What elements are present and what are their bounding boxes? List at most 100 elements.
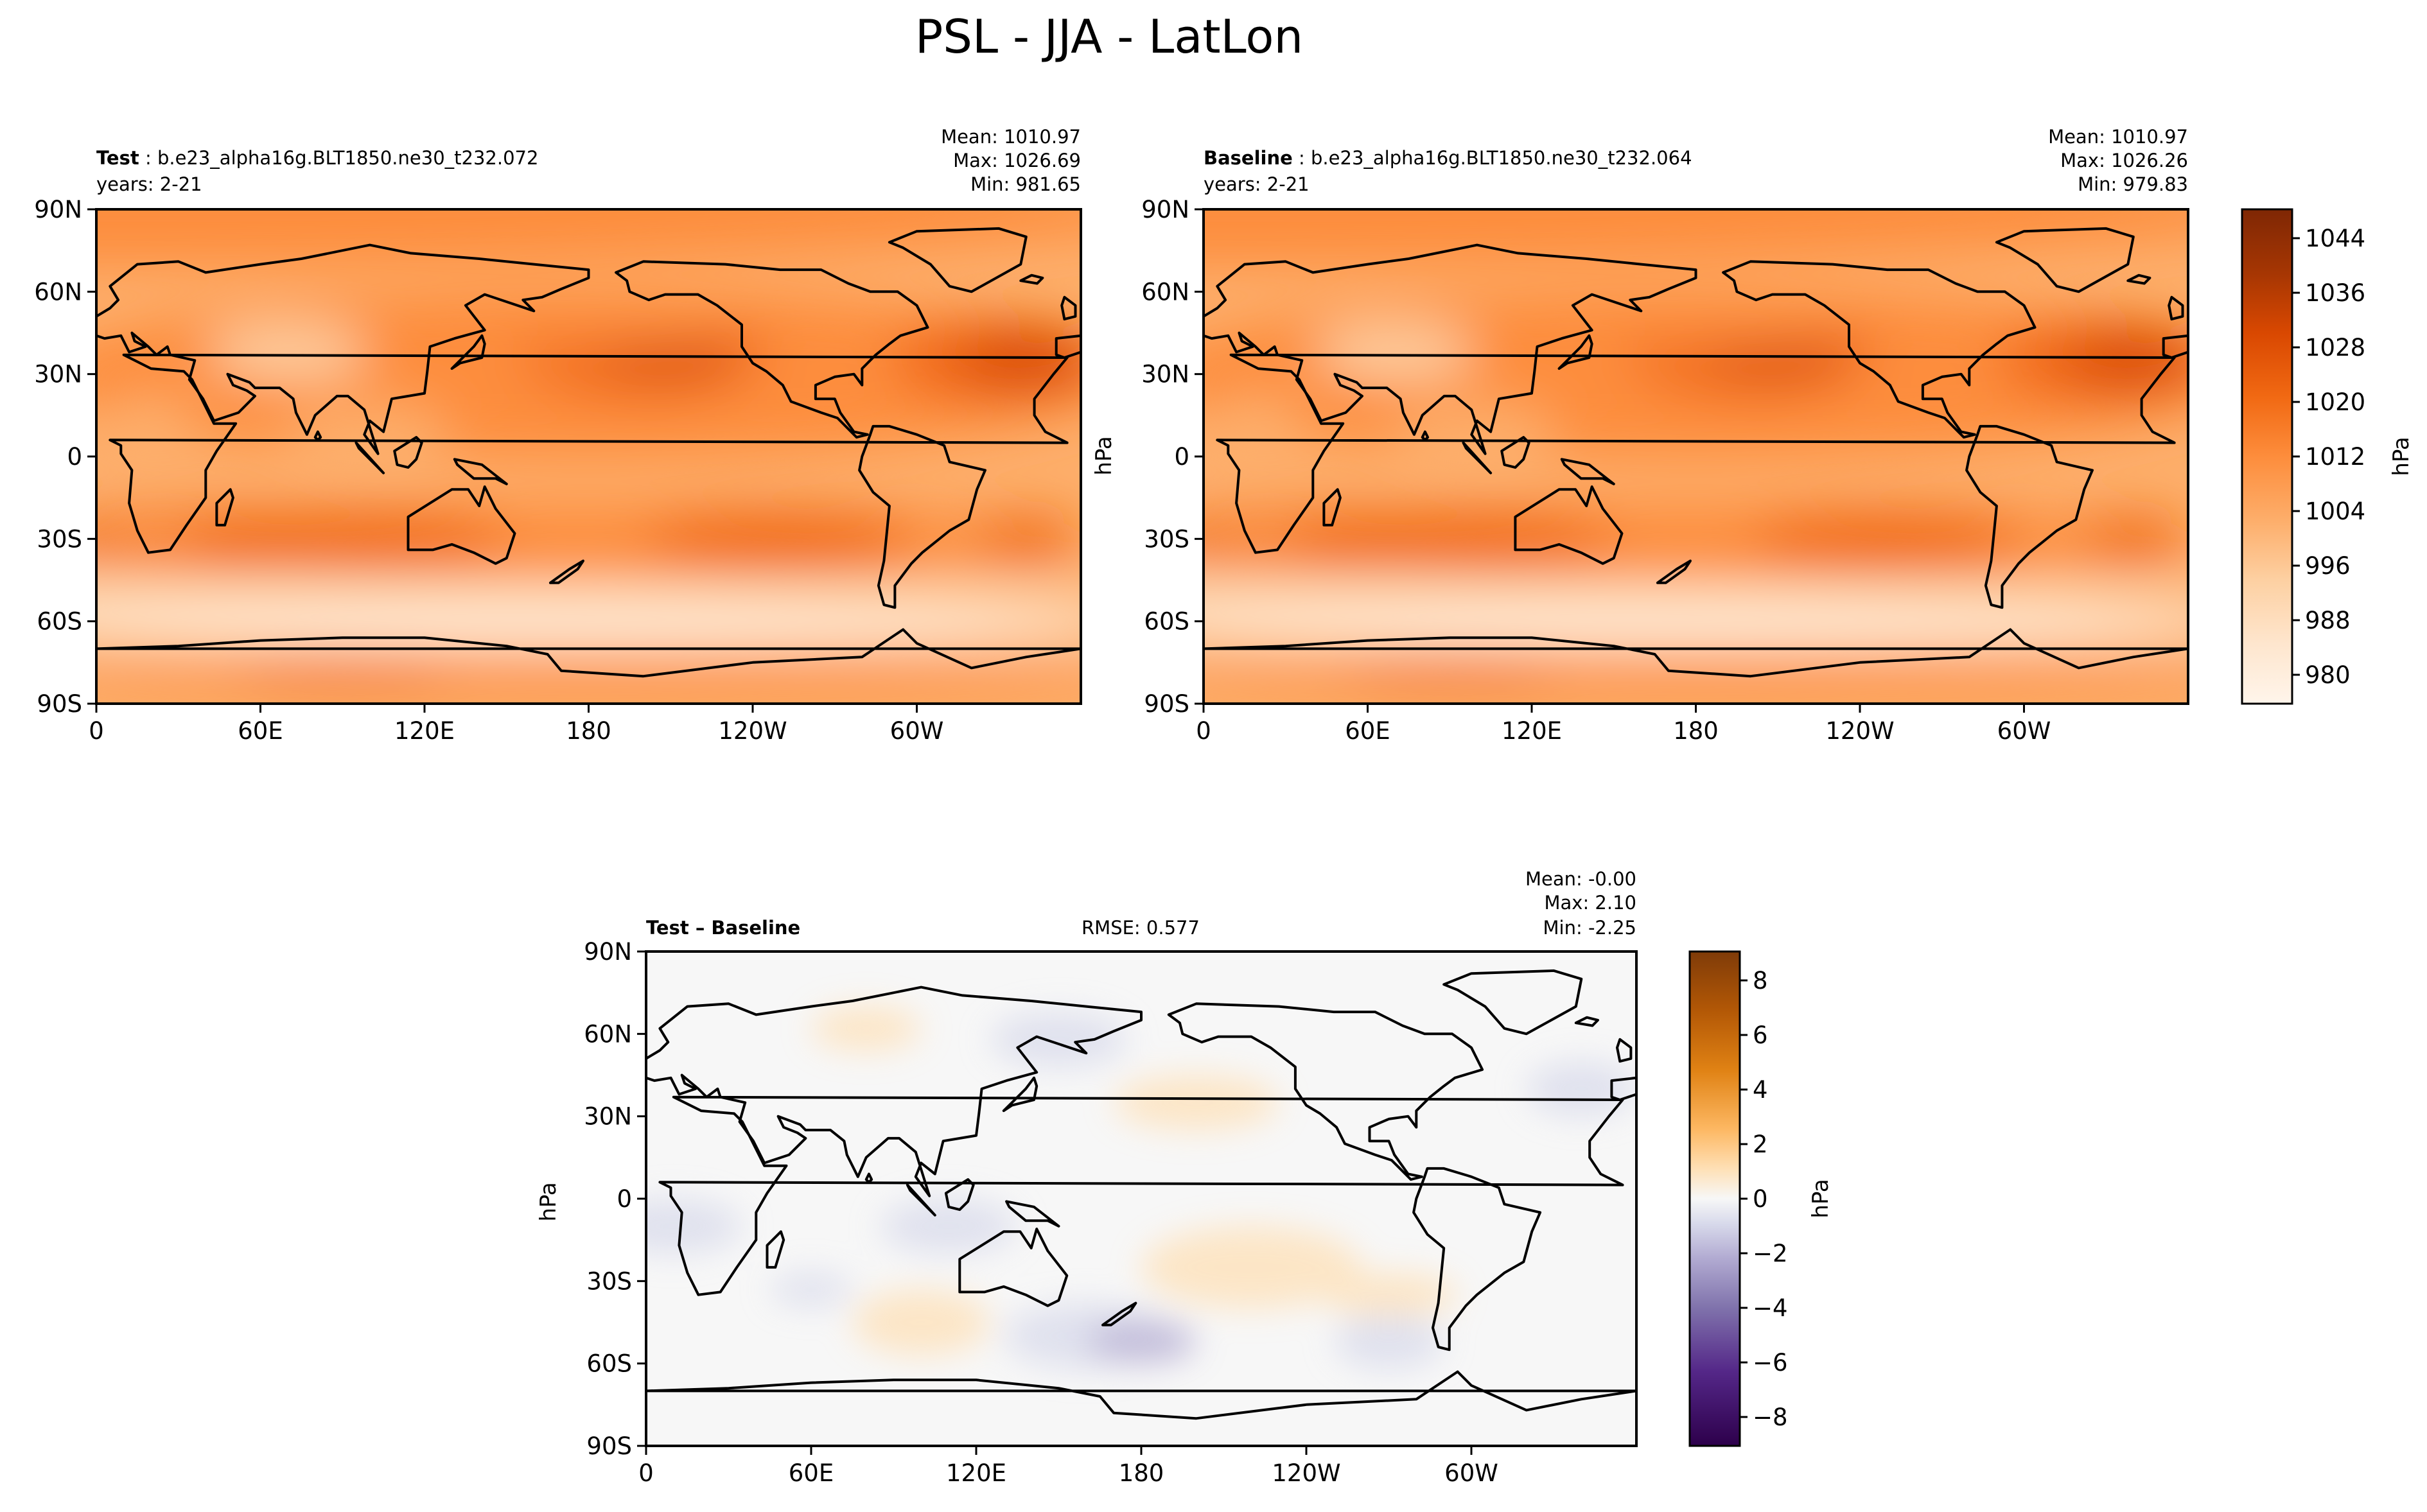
test-xtick-label: 180 bbox=[566, 717, 611, 745]
baseline-panel-title: Baseline : b.e23_alpha16g.BLT1850.ne30_t… bbox=[1204, 147, 1692, 169]
difference-coastline bbox=[1005, 1200, 1060, 1228]
test-xtick-label: 60W bbox=[890, 717, 944, 745]
difference-field-region bbox=[1320, 1273, 1458, 1317]
test-stat-min: Min: 981.65 bbox=[970, 173, 1081, 195]
difference-field-region bbox=[1526, 1061, 1636, 1117]
baseline-ytick-label: 60S bbox=[1144, 608, 1189, 636]
test-field-region bbox=[971, 517, 1081, 561]
difference-map-panel: 0 60E 120E 180 120W 60W 90N 60N 30N 0 30S 60S 90S bbox=[584, 938, 1638, 1487]
baseline-ytick-label: 90N bbox=[1141, 196, 1189, 223]
difference-coastline bbox=[1616, 1038, 1633, 1063]
pressure-colorbar: 1044 1036 1028 1020 1012 1004 996 988 980 bbox=[2241, 208, 2365, 705]
difference-rmse: RMSE: 0.577 bbox=[1082, 917, 1200, 939]
pressure-colorbar-tick-label: 1028 bbox=[2305, 334, 2365, 361]
test-field-region bbox=[96, 659, 1081, 693]
difference-ytick-label: 30S bbox=[586, 1267, 632, 1295]
difference-ytick-label: 30N bbox=[584, 1103, 632, 1131]
test-field-region bbox=[958, 333, 1081, 388]
test-map-panel: 0 60E 120E 180 120W 60W 90N 60N 30N 0 30S 60S 90S bbox=[34, 196, 1082, 745]
test-stat-mean: Mean: 1010.97 bbox=[941, 126, 1081, 148]
difference-ytick-label: 0 bbox=[617, 1185, 632, 1213]
test-field-region bbox=[232, 659, 452, 682]
baseline-coastline bbox=[1557, 334, 1593, 370]
baseline-coastline bbox=[1462, 441, 1493, 474]
difference-colorbar-tick-label: 8 bbox=[1753, 967, 1768, 995]
baseline-field-region bbox=[1204, 616, 2188, 643]
baseline-field-region bbox=[2065, 333, 2188, 388]
test-panel-title: Test : b.e23_alpha16g.BLT1850.ne30_t232.… bbox=[96, 147, 538, 169]
difference-stat-min: Min: -2.25 bbox=[1543, 917, 1636, 939]
difference-field-region bbox=[1333, 1314, 1444, 1369]
test-coastline bbox=[313, 430, 322, 442]
difference-colorbar: 8 6 4 2 0 −2 −4 −6 −8 bbox=[1688, 950, 1788, 1447]
baseline-coastline bbox=[1514, 485, 1624, 565]
difference-colorbar-tick-label: 0 bbox=[1753, 1185, 1768, 1213]
baseline-coastline bbox=[1722, 260, 2037, 439]
baseline-coastline bbox=[2126, 274, 2151, 285]
test-field-region bbox=[96, 616, 1081, 643]
baseline-field-region bbox=[1750, 511, 2024, 567]
test-panel-years: years: 2-21 bbox=[96, 173, 202, 195]
baseline-coastline bbox=[1204, 243, 1697, 455]
baseline-field-region bbox=[1204, 659, 2188, 693]
test-field-region bbox=[206, 324, 370, 380]
test-ytick-label: 30S bbox=[37, 525, 82, 553]
baseline-pressure-field bbox=[1204, 209, 2188, 704]
test-coastline bbox=[1055, 334, 1081, 359]
test-field-region bbox=[110, 393, 193, 438]
difference-xtick-label: 0 bbox=[638, 1459, 654, 1487]
difference-xtick-label: 180 bbox=[1119, 1459, 1164, 1487]
pressure-colorbar-tick-label: 1004 bbox=[2305, 498, 2365, 525]
difference-stat-mean: Mean: -0.00 bbox=[1525, 868, 1636, 890]
test-coastline bbox=[615, 260, 929, 439]
difference-xtick-label: 60W bbox=[1444, 1459, 1498, 1487]
test-ytick-label: 30N bbox=[34, 361, 82, 388]
difference-ytick-label: 90S bbox=[586, 1432, 632, 1460]
difference-field-region bbox=[990, 1012, 1128, 1067]
test-ytick-label: 90S bbox=[37, 690, 82, 718]
test-ytick-label: 90N bbox=[34, 196, 82, 223]
pressure-colorbar-tick-label: 1044 bbox=[2305, 225, 2365, 252]
difference-xtick-label: 60E bbox=[789, 1459, 834, 1487]
test-coastline bbox=[858, 424, 986, 609]
test-field-region bbox=[643, 511, 917, 567]
difference-field-region bbox=[880, 1199, 1018, 1254]
difference-coastline bbox=[1167, 1002, 1484, 1181]
test-ytick-label: 0 bbox=[67, 443, 82, 471]
baseline-coastline bbox=[1560, 458, 1615, 485]
difference-field-region bbox=[1114, 1075, 1279, 1131]
difference-coastline bbox=[1002, 1076, 1038, 1113]
test-coastline bbox=[888, 227, 1028, 293]
test-coastline bbox=[1060, 295, 1077, 321]
difference-field-background bbox=[646, 952, 1636, 1446]
pressure-colorbar-tick-label: 980 bbox=[2305, 661, 2351, 689]
difference-ytick-label: 60S bbox=[586, 1350, 632, 1378]
baseline-coastline bbox=[1216, 353, 2176, 554]
pressure-colorbar-bar bbox=[2241, 208, 2293, 705]
test-pressure-field bbox=[96, 209, 1081, 704]
test-coastline bbox=[548, 559, 584, 584]
baseline-ytick-label: 90S bbox=[1144, 690, 1189, 718]
test-ytick-label: 60N bbox=[34, 278, 82, 306]
difference-coastline bbox=[1442, 969, 1583, 1036]
difference-colorbar-label: hPa bbox=[1808, 1179, 1834, 1218]
difference-field-region bbox=[852, 1289, 990, 1355]
baseline-ytick-label: 60N bbox=[1141, 278, 1189, 306]
difference-coastline bbox=[958, 1228, 1069, 1307]
test-coastlines bbox=[96, 227, 1081, 678]
difference-coastline bbox=[906, 1183, 936, 1217]
difference-field-region bbox=[1141, 1226, 1362, 1309]
difference-field-region bbox=[1086, 1319, 1196, 1364]
baseline-coastline bbox=[1204, 628, 2188, 678]
difference-xtick-label: 120E bbox=[946, 1459, 1006, 1487]
difference-field-region bbox=[811, 1006, 922, 1051]
baseline-coastline bbox=[1421, 430, 1430, 442]
baseline-field-region bbox=[1217, 393, 1300, 438]
baseline-stat-mean: Mean: 1010.97 bbox=[2048, 126, 2188, 148]
test-coastline bbox=[215, 488, 234, 526]
baseline-coastline bbox=[1322, 488, 1342, 526]
difference-coastline bbox=[766, 1230, 785, 1269]
pressure-colorbar-tick-label: 988 bbox=[2305, 607, 2351, 634]
test-coastline bbox=[453, 458, 508, 485]
difference-stat-max: Max: 2.10 bbox=[1544, 892, 1636, 914]
